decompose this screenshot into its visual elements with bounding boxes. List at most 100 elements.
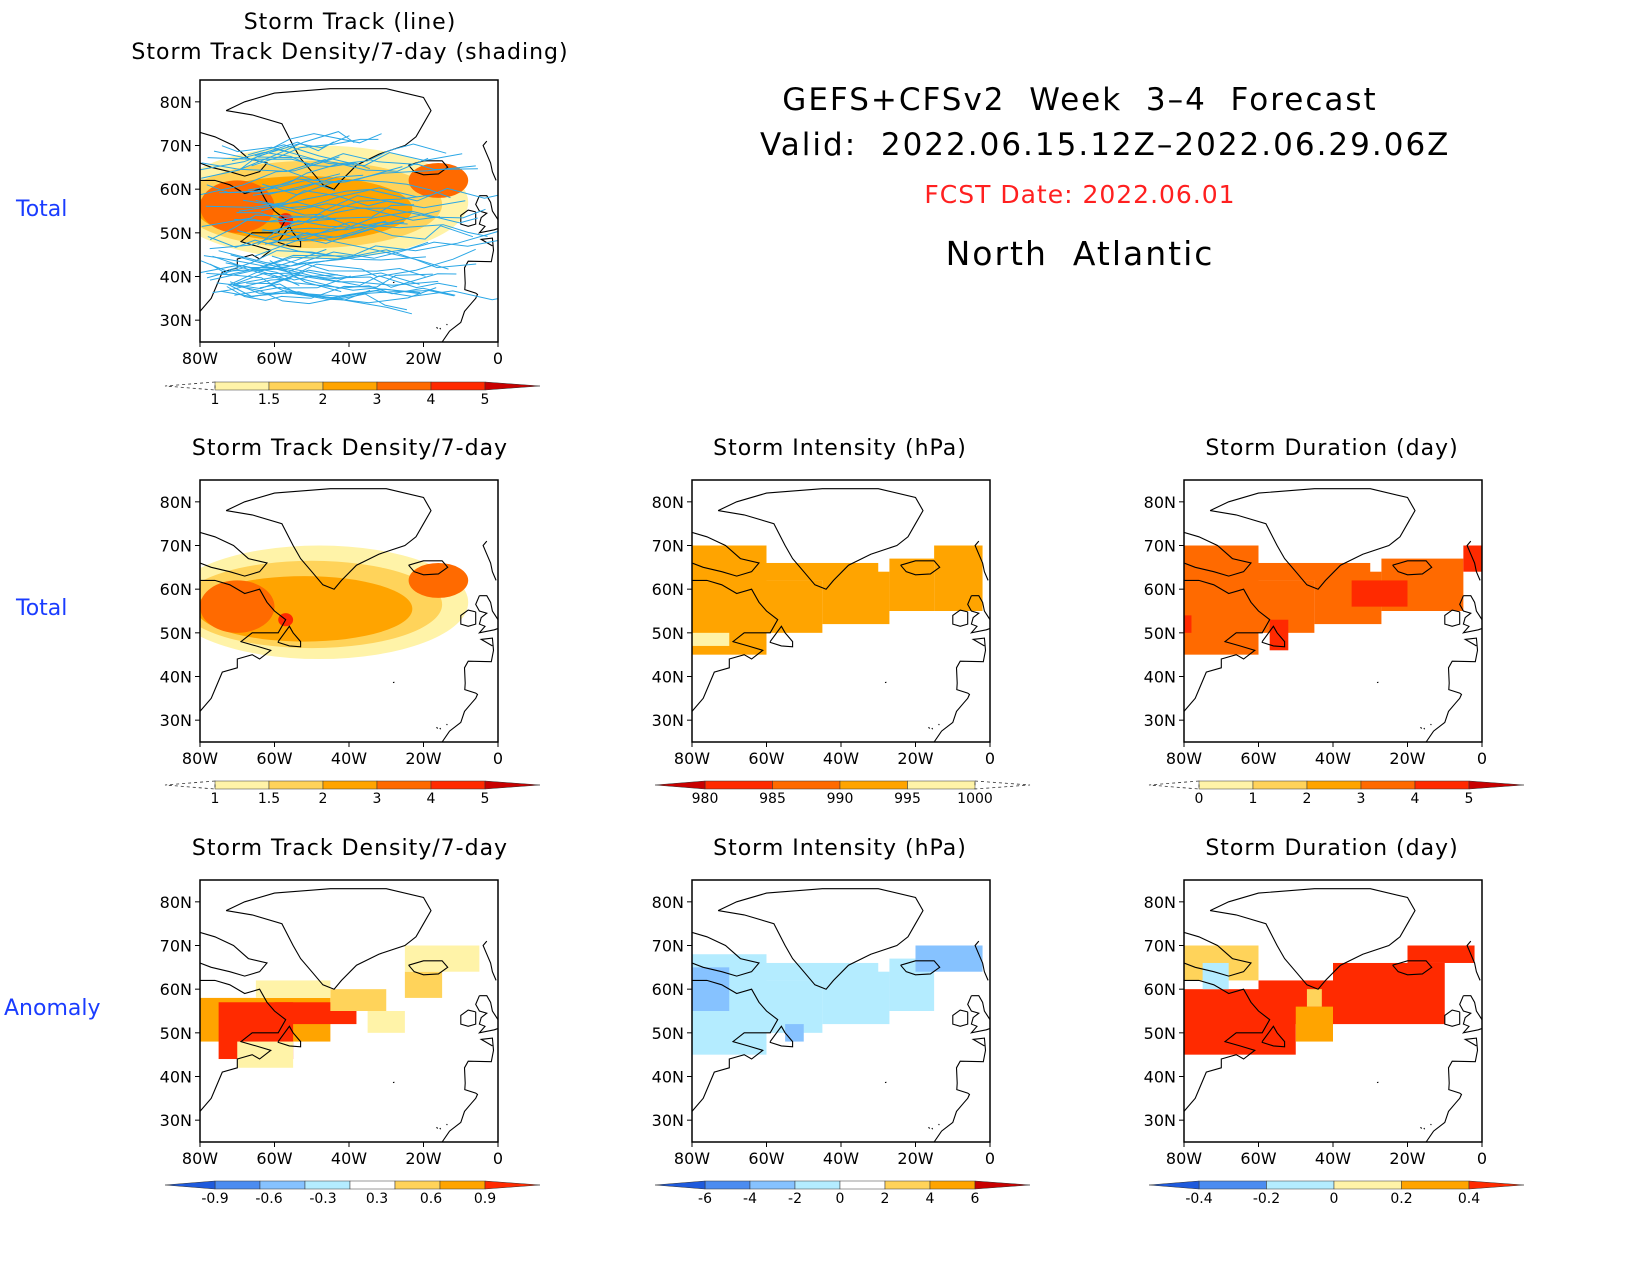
colorbar-label: 0.3 xyxy=(366,1191,388,1207)
storm-track-line xyxy=(228,250,426,271)
colorbar-right-arrow xyxy=(1468,1180,1525,1190)
colorbar-label: -0.6 xyxy=(255,1191,282,1207)
storm-track-line xyxy=(262,179,451,199)
storm-track-line xyxy=(255,200,440,221)
lon-tick-label: 80W xyxy=(674,749,710,768)
colorbar-swatch xyxy=(1266,1180,1335,1190)
storm-track-line xyxy=(271,195,404,232)
colorbar-left-arrow xyxy=(654,1180,706,1190)
panel6-map: 80N 70N 60N 50N 40N 30N 80W 60W 40W 20W 0 xyxy=(652,879,995,1168)
colorbar-swatch xyxy=(884,1180,931,1190)
colorbar-swatch xyxy=(322,381,378,391)
colorbar-label: 995 xyxy=(894,791,921,807)
panel2-colorbar: 1 1.5 2 3 4 5 xyxy=(164,780,541,807)
coastline-6 xyxy=(475,595,498,634)
storm-track-line xyxy=(209,221,408,250)
colorbar-label: 1.5 xyxy=(258,791,280,807)
coastline-2 xyxy=(200,979,287,1112)
colorbar-swatch xyxy=(1360,780,1416,790)
colorbar-swatch xyxy=(907,780,976,790)
lat-tick-label: 30N xyxy=(160,311,192,330)
coastline-11 xyxy=(1430,723,1432,726)
grid-shade xyxy=(766,562,879,581)
panel5-title: Storm Track Density/7-day xyxy=(191,836,509,861)
storm-track-line xyxy=(212,278,291,294)
colorbar-label: 0 xyxy=(836,1191,845,1207)
colorbar-label: 4 xyxy=(427,791,436,807)
lat-tick-label: 70N xyxy=(1144,937,1176,956)
coastline-4 xyxy=(900,960,941,976)
storm-track-line xyxy=(251,138,379,167)
panel1-title-line1: Storm Track (line) xyxy=(243,10,457,35)
lat-tick-label: 70N xyxy=(652,937,684,956)
coastline-11 xyxy=(446,1123,448,1126)
lon-tick-label: 0 xyxy=(493,749,503,768)
region-name: North Atlantic xyxy=(945,234,1215,273)
lon-tick-label: 20W xyxy=(1389,1149,1425,1168)
colorbar-swatch xyxy=(1401,1180,1470,1190)
storm-track-line xyxy=(205,190,466,209)
lon-tick-label: 0 xyxy=(493,1149,503,1168)
panel2-map: 80N 70N 60N 50N 40N 30N 80W 60W 40W 20W 0 xyxy=(160,479,503,768)
lat-tick-label: 30N xyxy=(160,1111,192,1130)
colorbar-right-arrow xyxy=(484,381,541,391)
colorbar-label: 6 xyxy=(971,1191,980,1207)
colorbar-swatch xyxy=(839,1180,886,1190)
coastline-5 xyxy=(1466,540,1481,581)
coastline-10 xyxy=(928,1126,931,1129)
colorbar-swatch xyxy=(268,780,324,790)
grid-shade xyxy=(404,971,443,998)
colorbar-swatch xyxy=(214,1180,261,1190)
grid-shade xyxy=(1306,989,1322,1007)
colorbar-swatch xyxy=(1252,780,1308,790)
lon-tick-label: 20W xyxy=(1389,749,1425,768)
colorbar-label: 5 xyxy=(1465,791,1474,807)
colorbar-swatch xyxy=(704,780,773,790)
coastline-1 xyxy=(200,931,269,977)
grid-shade xyxy=(785,1024,804,1042)
colorbar-swatch xyxy=(772,780,841,790)
grid-shade xyxy=(404,945,480,972)
colorbar-label: 4 xyxy=(1411,791,1420,807)
lat-tick-label: 80N xyxy=(1144,493,1176,512)
panel5-colorbar: -0.9 -0.6 -0.3 0.3 0.6 0.9 xyxy=(164,1180,541,1207)
coastline-7 xyxy=(460,609,477,627)
coastline-3 xyxy=(1261,625,1286,648)
coastline-0 xyxy=(717,888,924,990)
row-label-total-1: Total xyxy=(16,197,68,222)
panel7-colorbar: -0.4 -0.2 0 0.2 0.4 xyxy=(1148,1180,1525,1207)
storm-track-line xyxy=(269,230,498,273)
lon-tick-label: 60W xyxy=(748,1149,784,1168)
lat-tick-label: 50N xyxy=(652,1024,684,1043)
lon-tick-label: 80W xyxy=(182,1149,218,1168)
colorbar-label: -0.2 xyxy=(1253,1191,1280,1207)
colorbar-label: 2 xyxy=(319,791,328,807)
colorbar-swatch xyxy=(839,780,908,790)
coastline-2 xyxy=(692,579,779,712)
lon-tick-label: 80W xyxy=(1166,749,1202,768)
coastline-3 xyxy=(769,1025,794,1048)
grid-shade xyxy=(692,967,730,1011)
lat-tick-label: 40N xyxy=(160,268,192,287)
lon-tick-label: 0 xyxy=(1477,1149,1487,1168)
lat-tick-label: 80N xyxy=(652,893,684,912)
storm-track-line xyxy=(272,133,382,149)
panel2-title: Storm Track Density/7-day xyxy=(191,436,509,461)
lat-tick-label: 50N xyxy=(160,624,192,643)
lat-tick-label: 70N xyxy=(652,537,684,556)
colorbar-swatch xyxy=(349,1180,396,1190)
lon-tick-label: 40W xyxy=(1315,749,1351,768)
coastline-8 xyxy=(933,637,987,742)
coastline-1 xyxy=(692,931,761,977)
colorbar-left-open xyxy=(1148,780,1200,790)
lat-tick-label: 40N xyxy=(652,668,684,687)
grid-shade xyxy=(1184,615,1192,633)
lat-tick-label: 30N xyxy=(1144,711,1176,730)
lat-tick-label: 60N xyxy=(652,980,684,999)
lon-tick-label: 60W xyxy=(748,749,784,768)
coastline-2 xyxy=(200,579,287,712)
storm-track-line xyxy=(243,187,418,209)
colorbar-swatch xyxy=(439,1180,486,1190)
colorbar-label: 1 xyxy=(211,392,220,408)
lat-tick-label: 80N xyxy=(160,493,192,512)
